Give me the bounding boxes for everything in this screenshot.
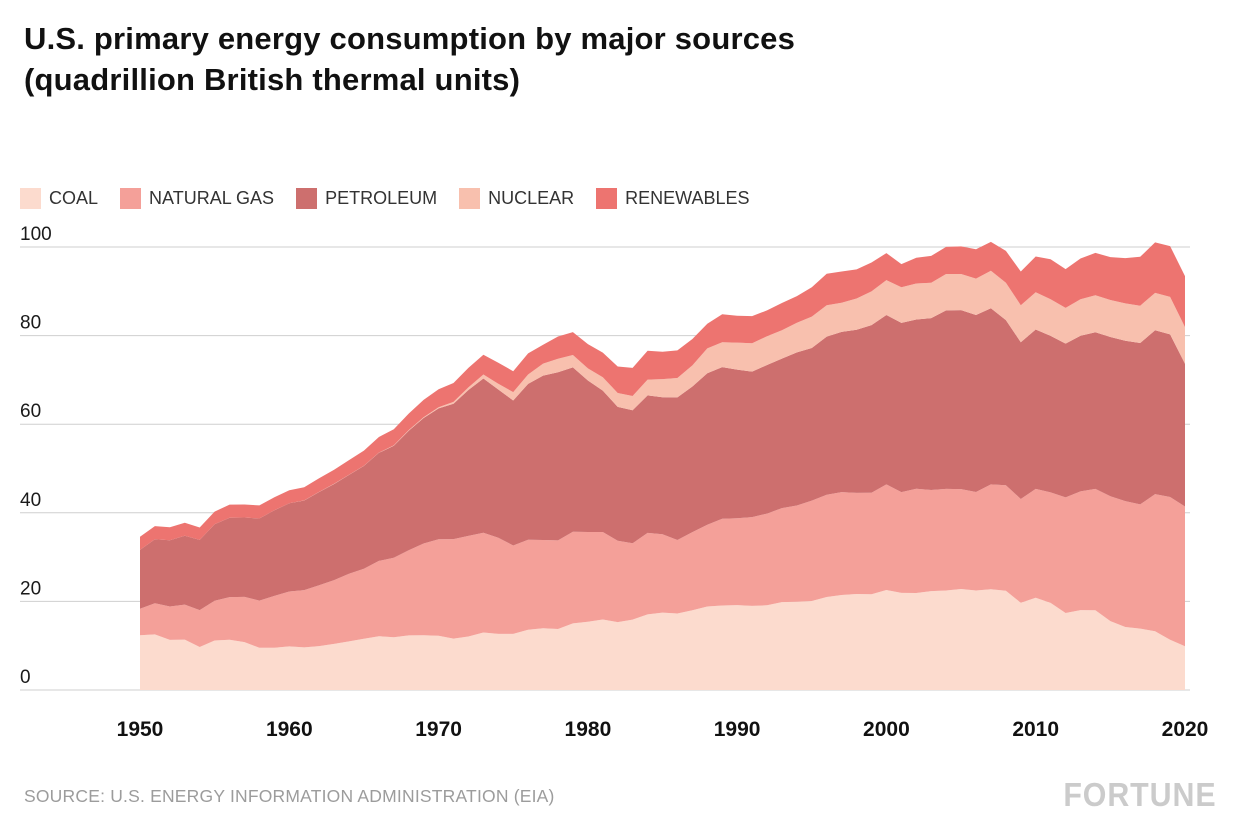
legend-label-nuclear: NUCLEAR [488, 188, 575, 208]
page-title: U.S. primary energy consumption by major… [24, 18, 795, 100]
x-tick-label: 1950 [117, 718, 164, 741]
legend-item-coal: COAL [20, 188, 98, 209]
source-attribution: SOURCE: U.S. ENERGY INFORMATION ADMINIST… [24, 786, 555, 806]
y-tick-label: 40 [20, 490, 41, 511]
area-series [140, 241, 1185, 690]
y-tick-label: 60 [20, 401, 41, 422]
legend-label-petroleum: PETROLEUM [325, 188, 438, 208]
x-tick-label: 1990 [714, 718, 761, 741]
legend-swatch-nuclear [459, 188, 481, 209]
x-tick-label: 1970 [415, 718, 462, 741]
legend-swatch-petroleum [296, 188, 318, 209]
fortune-logo: FORTUNE [1062, 776, 1216, 813]
legend-item-renewables: RENEWABLES [596, 188, 750, 209]
x-tick-label: 1960 [266, 718, 313, 741]
y-tick-label: 20 [20, 578, 41, 599]
y-tick-label: 80 [20, 313, 41, 334]
page-title-line2: (quadrillion British thermal units) [24, 62, 521, 97]
legend-label-coal: COAL [49, 188, 99, 208]
page-title-line1: U.S. primary energy consumption by major… [24, 21, 796, 56]
legend-swatch-natural-gas [120, 188, 142, 209]
x-axis-labels: 1950 1960 1970 1980 1990 2000 2010 2020 [117, 718, 1209, 741]
legend-label-natural-gas: NATURAL GAS [149, 188, 275, 208]
area-renewables [140, 241, 1185, 550]
y-tick-label: 100 [20, 224, 52, 245]
chart-legend: COAL NATURAL GAS PETROLEUM NUCLEAR RENEW… [20, 188, 750, 209]
legend-swatch-coal [20, 188, 41, 209]
legend-label-renewables: RENEWABLES [625, 188, 750, 208]
area-natural-gas [140, 484, 1185, 648]
x-tick-label: 2010 [1012, 718, 1059, 741]
x-tick-label: 2000 [863, 718, 910, 741]
legend-item-nuclear: NUCLEAR [459, 188, 574, 209]
x-tick-label: 1980 [565, 718, 612, 741]
y-tick-label: 0 [20, 667, 31, 688]
legend-swatch-renewables [596, 188, 618, 209]
legend-item-natural-gas: NATURAL GAS [120, 188, 274, 209]
area-coal [140, 589, 1185, 690]
legend-item-petroleum: PETROLEUM [296, 188, 437, 209]
area-petroleum [140, 308, 1185, 611]
x-tick-label: 2020 [1162, 718, 1209, 741]
